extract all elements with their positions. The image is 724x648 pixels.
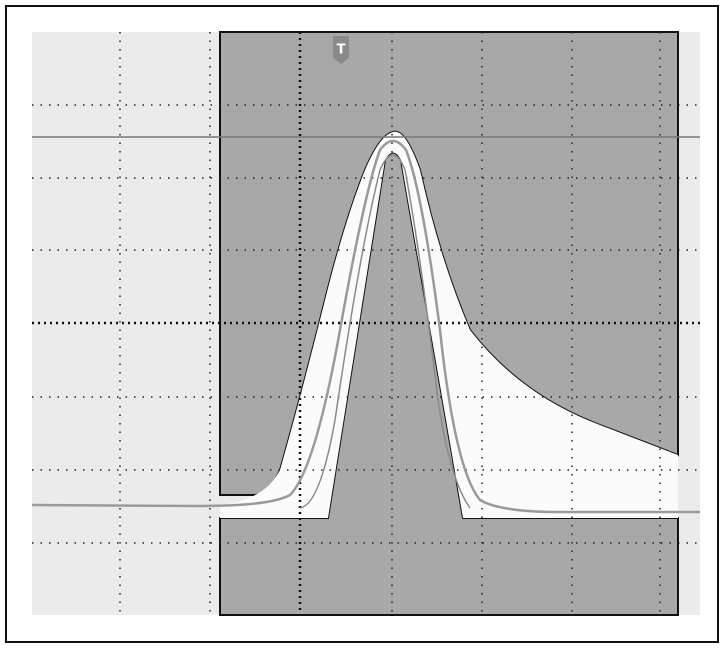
center-axes [32, 32, 700, 615]
grid [32, 32, 700, 615]
trigger-marker: T [333, 36, 349, 64]
waveform-trace [31, 139, 700, 514]
waveform-inner-trace [299, 154, 471, 509]
trigger-label: T [337, 43, 346, 58]
trigger-marker-shape [333, 36, 349, 64]
